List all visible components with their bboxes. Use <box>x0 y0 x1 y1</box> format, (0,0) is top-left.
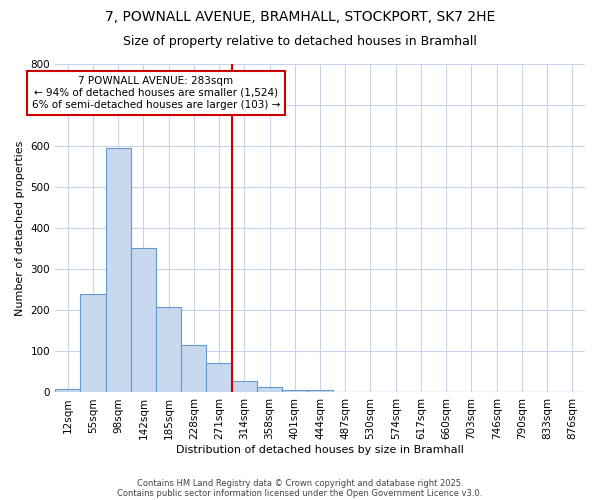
Bar <box>181 345 206 393</box>
Text: 7, POWNALL AVENUE, BRAMHALL, STOCKPORT, SK7 2HE: 7, POWNALL AVENUE, BRAMHALL, STOCKPORT, … <box>105 10 495 24</box>
Text: Contains public sector information licensed under the Open Government Licence v3: Contains public sector information licen… <box>118 488 482 498</box>
Bar <box>307 390 332 392</box>
Bar <box>106 148 131 392</box>
Bar <box>282 390 307 392</box>
Text: Contains HM Land Registry data © Crown copyright and database right 2025.: Contains HM Land Registry data © Crown c… <box>137 478 463 488</box>
Bar <box>80 294 106 392</box>
Bar <box>232 382 257 392</box>
Text: Size of property relative to detached houses in Bramhall: Size of property relative to detached ho… <box>123 35 477 48</box>
Y-axis label: Number of detached properties: Number of detached properties <box>15 140 25 316</box>
Text: 7 POWNALL AVENUE: 283sqm
← 94% of detached houses are smaller (1,524)
6% of semi: 7 POWNALL AVENUE: 283sqm ← 94% of detach… <box>32 76 280 110</box>
Bar <box>206 363 232 392</box>
Bar <box>131 248 156 392</box>
Bar <box>156 308 181 392</box>
X-axis label: Distribution of detached houses by size in Bramhall: Distribution of detached houses by size … <box>176 445 464 455</box>
Bar <box>55 389 80 392</box>
Bar <box>257 387 282 392</box>
